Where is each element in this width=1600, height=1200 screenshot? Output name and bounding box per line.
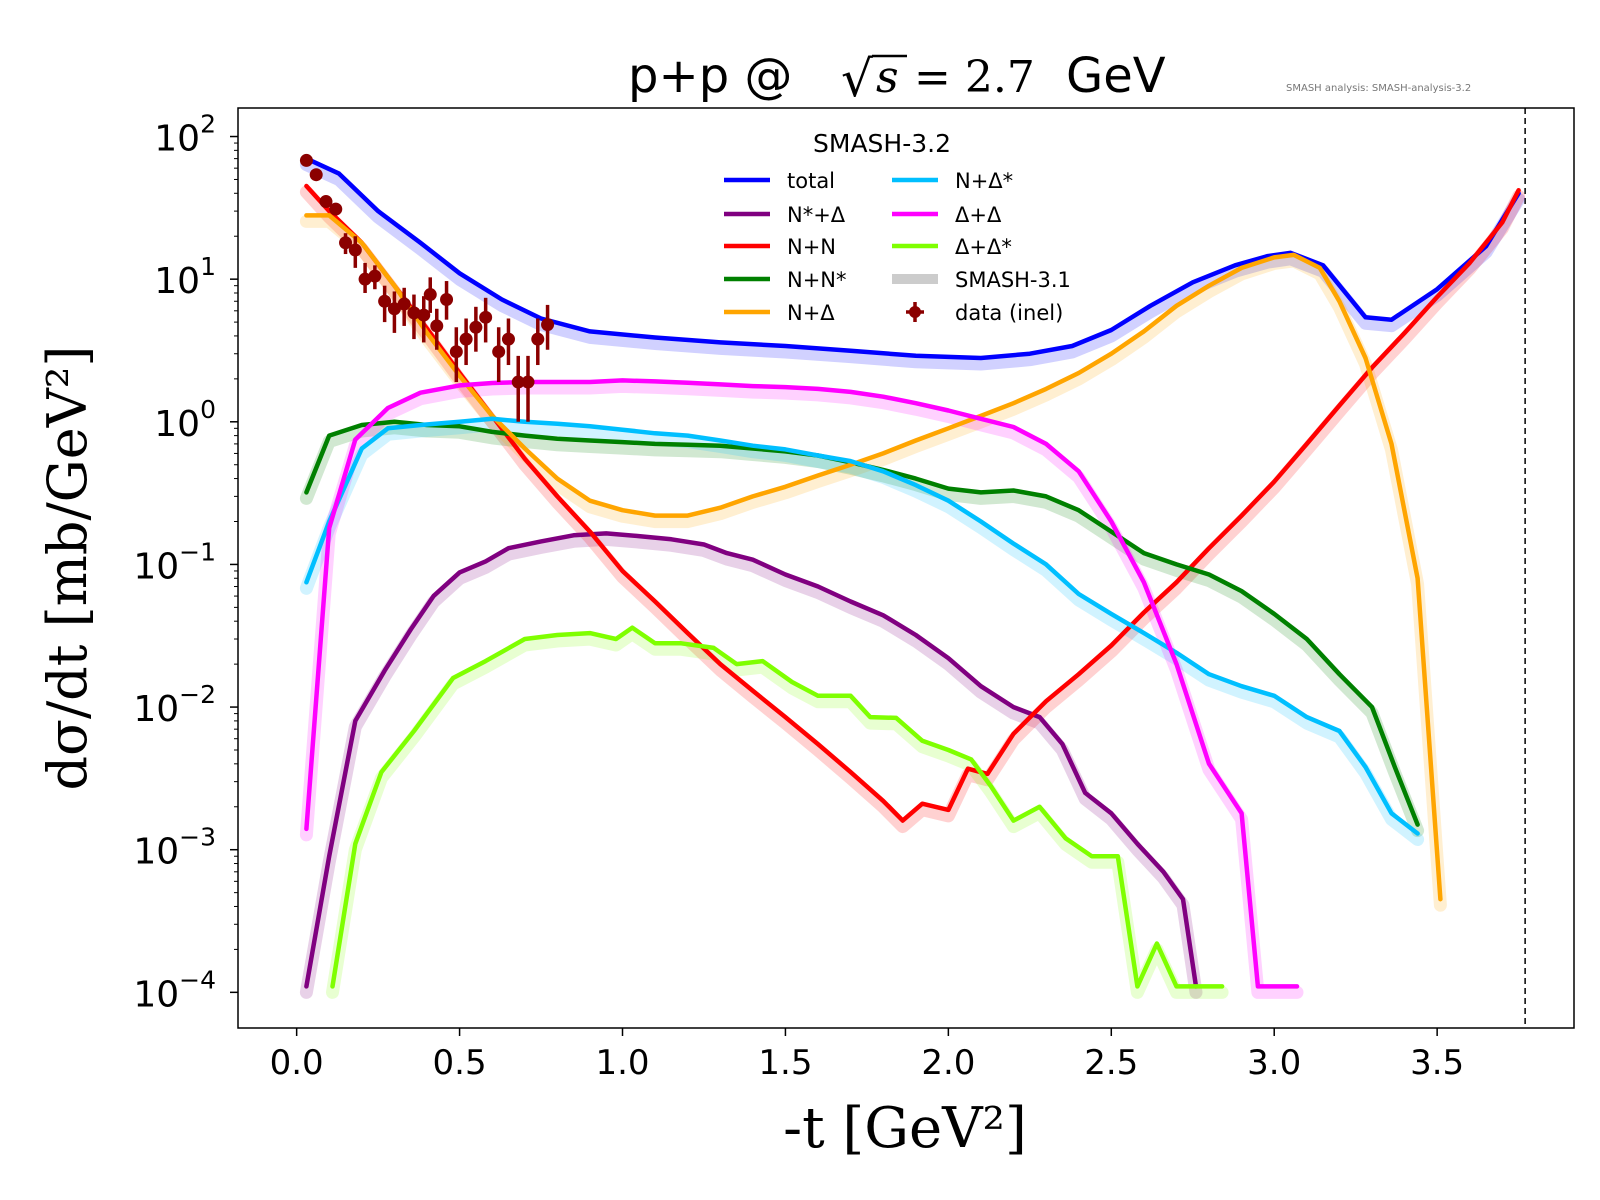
data-point-15 [440,293,454,307]
data-point-4 [339,236,353,250]
band-total [299,158,1526,371]
data-point-25 [541,318,555,332]
title-energy: = 2.7 [914,52,1035,103]
legend-item-smash-3-1: SMASH-3.1 [892,268,1071,292]
data-point-23 [521,375,535,389]
data-point-1 [309,168,323,182]
legend-item-n-plus-delta: N+Δ [724,301,835,325]
y-tick-label: 10−2 [133,680,216,730]
data-point-3 [329,202,343,216]
series-line-delta-plus-deltastar [330,625,1225,989]
x-tick-label: 0.0 [270,1043,324,1083]
band-n-plus-nstar [299,421,1425,838]
legend-label: N+N* [787,268,847,292]
legend-item-delta-plus-delta: Δ+Δ [892,203,1002,227]
band-delta-plus-deltastar [326,627,1229,999]
legend-label: total [787,169,835,193]
data-point-9 [387,302,401,316]
band-n-plus-n [299,185,1526,834]
data-point-12 [417,308,431,322]
data-points [299,153,555,422]
x-tick-label: 3.0 [1247,1043,1301,1083]
y-axis-ticks: 102 101 100 10−1 10−2 10−3 10−4 [133,110,238,1015]
series-lines [304,156,1521,989]
data-point-5 [348,243,362,257]
data-point-8 [378,294,392,308]
legend-item-nstar-plus-delta: N*+Δ [724,203,846,227]
band-n-plus-delta [299,214,1447,912]
x-tick-label: 3.5 [1410,1043,1464,1083]
legend-item-n-plus-deltastar: N+Δ* [892,169,1013,193]
data-point-22 [511,375,525,389]
legend-item-delta-plus-deltastar: Δ+Δ* [892,235,1012,259]
title-radicand: s [876,52,899,103]
data-point-21 [501,332,515,346]
data-point-0 [299,153,313,167]
data-point-24 [531,332,545,346]
band-n-plus-deltastar [299,418,1425,846]
x-tick-label: 2.0 [921,1043,975,1083]
series-line-delta-plus-delta [304,378,1300,989]
y-tick-label: 10−4 [133,965,216,1015]
legend-label: Δ+Δ* [955,235,1012,259]
y-tick-label: 10−3 [133,823,216,873]
watermark-label: SMASH analysis: SMASH-analysis-3.2 [1286,83,1471,94]
data-point-13 [423,288,437,302]
legend-swatch-marker [909,306,921,318]
y-tick-label: 100 [154,395,216,445]
data-point-17 [459,332,473,346]
x-axis-ticks: 0.0 0.5 1.0 1.5 2.0 2.5 3.0 3.5 [270,1028,1464,1083]
data-point-20 [492,345,506,359]
series-line-n-plus-n [304,183,1521,823]
legend-item-data-inel: data (inel) [906,301,1063,325]
series-line-n-plus-nstar [304,419,1420,827]
legend-label: N+Δ [787,301,835,325]
y-tick-label: 101 [154,252,216,302]
x-tick-label: 0.5 [433,1043,487,1083]
y-tick-label: 10−1 [133,537,216,587]
data-point-18 [469,320,483,334]
x-axis-label: -t [GeV²] [783,1096,1027,1161]
smash-3-1-bands [299,158,1526,999]
data-point-7 [368,269,382,283]
legend-label: N*+Δ [787,203,846,227]
legend: SMASH-3.2 total N*+Δ N+N N+N* N+Δ N+Δ* Δ+Δ Δ+Δ*… [724,129,1071,325]
legend-title: SMASH-3.2 [813,129,951,158]
data-point-2 [319,195,333,209]
legend-label: data (inel) [955,301,1063,325]
band-nstar-plus-delta [299,532,1203,999]
data-point-11 [407,306,421,320]
legend-item-total: total [724,169,835,193]
x-tick-label: 1.0 [595,1043,649,1083]
series-line-n-plus-deltastar [304,416,1420,836]
y-axis-label-text: dσ/dt [mb/GeV²] [36,346,99,791]
band-delta-plus-delta [299,379,1304,999]
chart-title: p+p @ √ s = 2.7 GeV [628,48,1166,108]
legend-item-n-plus-n: N+N [724,235,836,259]
series-line-nstar-plus-delta [304,531,1199,989]
title-prefix: p+p @ [628,48,792,104]
x-axis-label-text: -t [GeV²] [783,1096,1027,1161]
legend-item-n-plus-nstar: N+N* [724,268,847,292]
x-tick-label: 2.5 [1084,1043,1138,1083]
title-unit: GeV [1066,48,1166,104]
title-sqrt: √ [841,50,873,108]
data-point-16 [449,345,463,359]
y-tick-label: 102 [154,110,216,160]
x-tick-label: 1.5 [758,1043,812,1083]
y-axis-label: dσ/dt [mb/GeV²] [36,346,99,791]
legend-label: N+Δ* [955,169,1013,193]
data-point-10 [397,297,411,311]
data-point-14 [430,319,444,333]
legend-label: SMASH-3.1 [955,268,1071,292]
data-point-19 [479,310,493,324]
legend-label: N+N [787,235,836,259]
plot-frame [237,107,1575,1029]
series-line-total [304,156,1521,361]
data-point-6 [358,272,372,286]
legend-label: Δ+Δ [955,203,1002,227]
